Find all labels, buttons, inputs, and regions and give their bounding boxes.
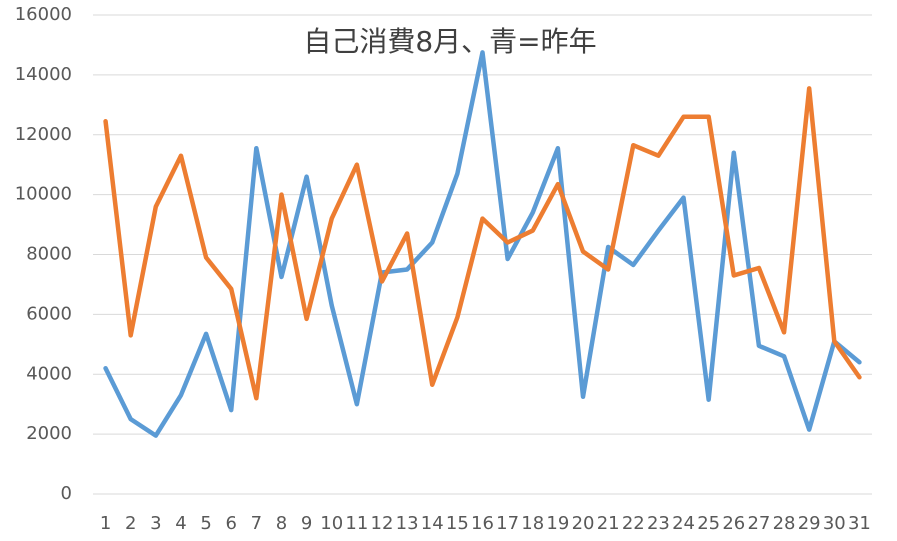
x-tick-label: 16 bbox=[471, 513, 494, 534]
series-line bbox=[103, 86, 862, 401]
y-tick-label: 2000 bbox=[26, 423, 72, 444]
x-tick-label: 20 bbox=[572, 513, 595, 534]
x-tick-label: 18 bbox=[521, 513, 544, 534]
y-tick-label: 8000 bbox=[26, 244, 72, 265]
x-tick-label: 27 bbox=[747, 513, 770, 534]
x-tick-label: 13 bbox=[396, 513, 419, 534]
x-tick-label: 10 bbox=[320, 513, 343, 534]
x-tick-label: 12 bbox=[371, 513, 394, 534]
y-tick-label: 4000 bbox=[26, 363, 72, 384]
chart-title: 自己消費8月、青=昨年 bbox=[303, 25, 596, 58]
x-tick-label: 31 bbox=[848, 513, 871, 534]
x-tick-label: 14 bbox=[421, 513, 444, 534]
y-tick-label: 14000 bbox=[15, 64, 72, 85]
x-tick-label: 11 bbox=[345, 513, 368, 534]
x-tick-label: 21 bbox=[597, 513, 620, 534]
x-tick-label: 30 bbox=[823, 513, 846, 534]
series-line bbox=[103, 50, 862, 438]
x-tick-label: 26 bbox=[722, 513, 745, 534]
y-tick-label: 10000 bbox=[15, 184, 72, 205]
x-tick-label: 2 bbox=[125, 513, 136, 534]
x-tick-label: 22 bbox=[622, 513, 645, 534]
x-tick-label: 15 bbox=[446, 513, 469, 534]
x-tick-label: 28 bbox=[773, 513, 796, 534]
x-tick-label: 29 bbox=[798, 513, 821, 534]
x-tick-label: 1 bbox=[100, 513, 111, 534]
x-tick-label: 6 bbox=[225, 513, 236, 534]
x-tick-label: 19 bbox=[546, 513, 569, 534]
x-tick-label: 8 bbox=[276, 513, 287, 534]
x-tick-label: 7 bbox=[251, 513, 262, 534]
y-tick-label: 0 bbox=[61, 483, 72, 504]
y-tick-label: 6000 bbox=[26, 303, 72, 324]
x-tick-label: 3 bbox=[150, 513, 161, 534]
x-tick-label: 25 bbox=[697, 513, 720, 534]
x-tick-label: 24 bbox=[672, 513, 695, 534]
y-tick-label: 16000 bbox=[15, 4, 72, 25]
x-tick-label: 4 bbox=[175, 513, 186, 534]
x-tick-label: 17 bbox=[496, 513, 519, 534]
plot bbox=[103, 50, 862, 438]
y-tick-label: 12000 bbox=[15, 124, 72, 145]
x-tick-label: 23 bbox=[647, 513, 670, 534]
grid bbox=[93, 14, 872, 495]
x-tick-label: 9 bbox=[301, 513, 312, 534]
x-tick-label: 5 bbox=[200, 513, 211, 534]
